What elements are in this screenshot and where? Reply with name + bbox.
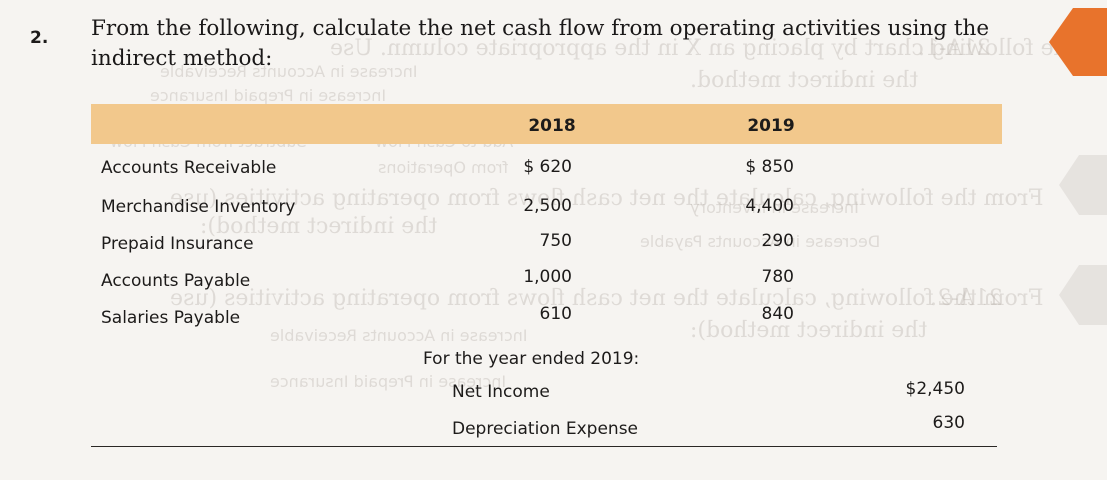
- summary-value-net-income: $2,450: [905, 379, 965, 399]
- value-2019: 4,400: [745, 196, 794, 216]
- year-heading: For the year ended 2019:: [423, 349, 640, 369]
- problem-number: 2.: [30, 28, 49, 48]
- value-2019: $ 850: [745, 157, 794, 177]
- bleed-through-line: Increase in Prepaid Insurance: [150, 86, 387, 105]
- column-header-2018: 2018: [528, 116, 576, 136]
- ghost-tab-icon: [1059, 155, 1107, 215]
- ghost-tab-icon: [1059, 265, 1107, 325]
- value-2018: 610: [539, 304, 572, 324]
- summary-label-net-income: Net Income: [452, 382, 550, 402]
- value-2018: $ 620: [523, 157, 572, 177]
- row-label-prepaid-insurance: Prepaid Insurance: [101, 234, 254, 254]
- row-label-merchandise-inventory: Merchandise Inventory: [101, 197, 296, 217]
- table-header-band: [91, 104, 1002, 144]
- value-2019: 780: [761, 267, 794, 287]
- problem-statement: From the following, calculate the net ca…: [91, 16, 990, 71]
- summary-label-depreciation: Depreciation Expense: [452, 419, 639, 439]
- bleed-through-line: From the following, calculate the net ca…: [170, 186, 1044, 211]
- bottom-rule: [91, 446, 997, 447]
- bleed-through-line: Increase in Accounts Receivable: [270, 326, 528, 345]
- value-2019: 290: [761, 231, 794, 251]
- column-header-2019: 2019: [747, 116, 795, 136]
- value-2018: 750: [539, 231, 572, 251]
- value-2018: 2,500: [523, 196, 572, 216]
- bleed-through-line: From the following, calculate the net ca…: [170, 286, 1044, 311]
- row-label-accounts-payable: Accounts Payable: [101, 271, 251, 291]
- bleed-through-line: from Operations: [378, 158, 509, 177]
- bleed-through-line: Decrease in Accounts Payable: [640, 232, 881, 251]
- orange-arrow-tab-icon[interactable]: [1047, 2, 1107, 82]
- value-2019: 840: [761, 304, 794, 324]
- bleed-through-line: the indirect method):: [690, 318, 928, 343]
- row-label-accounts-receivable: Accounts Receivable: [101, 158, 277, 178]
- row-label-salaries-payable: Salaries Payable: [101, 308, 241, 328]
- value-2018: 1,000: [523, 267, 572, 287]
- bleed-through-line: 21A-2.: [930, 286, 1003, 311]
- summary-value-depreciation: 630: [932, 413, 965, 433]
